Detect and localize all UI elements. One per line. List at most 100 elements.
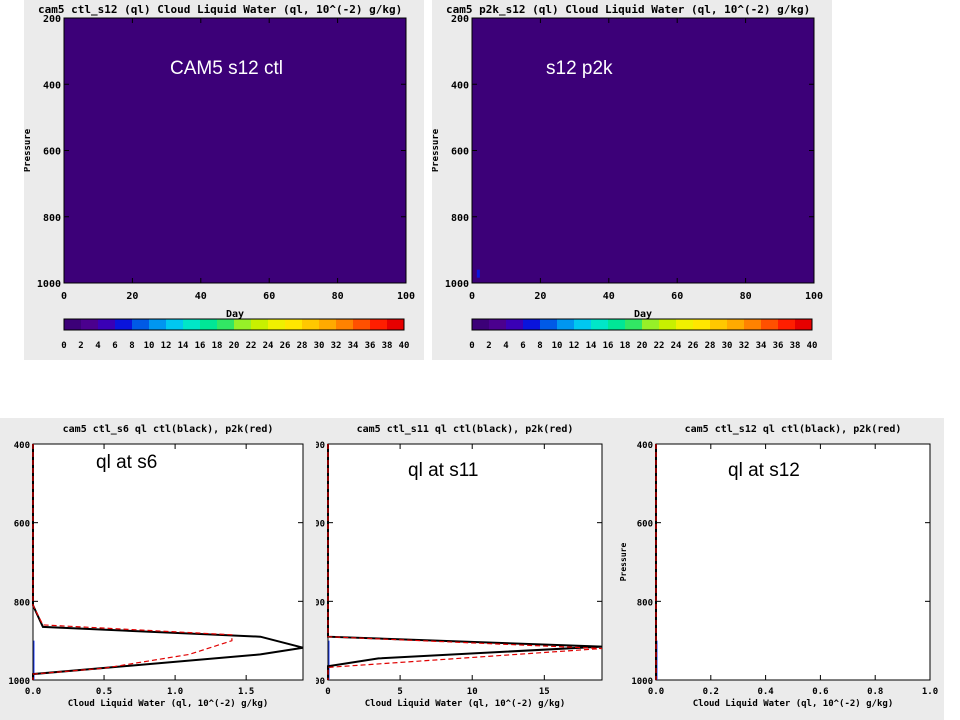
colorbar-swatch-4 — [132, 319, 150, 330]
profile-overlay-label-s11: ql at s11 — [408, 460, 479, 481]
y-axis-label: Pressure — [24, 128, 33, 172]
heatmap-title: cam5 ctl_s12 (ql) Cloud Liquid Water (ql… — [38, 3, 402, 16]
colorbar-swatch-1 — [81, 319, 99, 330]
colorbar-swatch-18 — [370, 319, 388, 330]
heatmap-field — [471, 17, 815, 284]
y-tick-label-1: 400 — [43, 80, 61, 91]
colorbar-swatch-14 — [710, 319, 728, 330]
colorbar-swatch-0 — [472, 319, 490, 330]
colorbar-tick-label-14: 28 — [705, 341, 716, 351]
y-tick-label-1: 400 — [451, 80, 469, 91]
colorbar-tick-label-5: 10 — [552, 341, 563, 351]
colorbar-tick-label-10: 20 — [637, 341, 648, 351]
colorbar-swatch-13 — [693, 319, 711, 330]
colorbar-swatch-15 — [319, 319, 337, 330]
colorbar-tick-label-1: 2 — [486, 341, 491, 351]
colorbar-swatch-3 — [115, 319, 133, 330]
x-tick-label-2: 10 — [467, 687, 478, 697]
colorbar-tick-label-5: 10 — [144, 341, 155, 351]
y-tick-label-0: 400 — [316, 441, 325, 451]
y-tick-label-2: 800 — [14, 598, 30, 608]
colorbar-swatch-10 — [642, 319, 660, 330]
colorbar-swatch-11 — [659, 319, 677, 330]
colorbar-tick-label-20: 40 — [399, 341, 410, 351]
heatmap-overlay-label-ctl: CAM5 s12 ctl — [170, 58, 283, 79]
profile-chart-s6: cam5 ctl_s6 ql ctl(black), p2k(red) 400 60… — [8, 424, 304, 709]
x-tick-label-1: 20 — [534, 291, 546, 302]
heatmap-chart-ctl: cam5 ctl_s12 (ql) Cloud Liquid Water (ql… — [24, 3, 415, 351]
colorbar-tick-label-9: 18 — [212, 341, 223, 351]
x-tick-label-2: 40 — [603, 291, 615, 302]
colorbar-tick-label-18: 36 — [773, 341, 784, 351]
colorbar-tick-label-16: 32 — [739, 341, 750, 351]
x-axis-label: Day — [226, 309, 244, 320]
y-tick-label-1: 600 — [637, 520, 653, 530]
colorbar-swatch-9 — [625, 319, 643, 330]
colorbar-swatch-10 — [234, 319, 252, 330]
colorbar-tick-label-0: 0 — [61, 341, 66, 351]
colorbar-tick-label-13: 26 — [280, 341, 291, 351]
colorbar-swatch-2 — [506, 319, 524, 330]
y-tick-label-0: 400 — [637, 441, 653, 451]
y-tick-label-4: 1000 — [445, 279, 469, 290]
colorbar-tick-label-8: 16 — [195, 341, 206, 351]
x-tick-label-1: 0.5 — [96, 687, 112, 697]
colorbar-swatch-14 — [302, 319, 320, 330]
profile-chart-s12: cam5 ctl_s12 ql ctl(black), p2k(red) 400 6… — [619, 424, 938, 709]
colorbar-frame — [63, 318, 405, 331]
colorbar-swatch-5 — [557, 319, 575, 330]
colorbar-tick-label-7: 14 — [586, 341, 597, 351]
colorbar-swatch-18 — [778, 319, 796, 330]
colorbar-tick-label-4: 8 — [129, 341, 134, 351]
x-tick-label-4: 80 — [332, 291, 344, 302]
x-tick-label-1: 0.2 — [703, 687, 719, 697]
colorbar-tick-label-16: 32 — [331, 341, 342, 351]
x-tick-label-1: 5 — [397, 687, 402, 697]
colorbar-swatch-4 — [540, 319, 558, 330]
y-tick-label-1: 600 — [14, 520, 30, 530]
x-tick-label-2: 40 — [195, 291, 207, 302]
y-tick-label-0: 200 — [451, 14, 469, 25]
y-axis-label: Pressure — [432, 128, 441, 172]
colorbar-swatch-0 — [64, 319, 82, 330]
colorbar-tick-label-6: 12 — [161, 341, 172, 351]
colorbar-tick-label-2: 4 — [95, 341, 101, 351]
y-tick-label-2: 600 — [451, 147, 469, 158]
colorbar-swatch-2 — [98, 319, 116, 330]
x-tick-label-1: 20 — [126, 291, 138, 302]
x-tick-label-4: 0.8 — [867, 687, 883, 697]
colorbar-tick-label-11: 22 — [654, 341, 665, 351]
colorbar-tick-label-3: 6 — [520, 341, 525, 351]
series-line-ctl — [32, 444, 304, 680]
colorbar-swatch-8 — [200, 319, 218, 330]
x-tick-label-3: 1.5 — [238, 687, 254, 697]
profile-panel-s12: cam5 ctl_s12 ql ctl(black), p2k(red) 400 6… — [616, 418, 944, 720]
y-tick-label-0: 400 — [14, 441, 30, 451]
colorbar-tick-label-17: 34 — [756, 341, 767, 351]
x-axis-label: Day — [634, 309, 652, 320]
x-tick-label-0: 0 — [325, 687, 330, 697]
profile-panel-s11: cam5 ctl_s11 ql ctl(black), p2k(red) 400 6… — [316, 418, 616, 720]
colorbar-tick-label-1: 2 — [78, 341, 83, 351]
series-line-p2k — [327, 444, 603, 680]
profile-title: cam5 ctl_s6 ql ctl(black), p2k(red) — [63, 424, 274, 435]
colorbar-swatch-16 — [336, 319, 354, 330]
x-tick-label-0: 0 — [469, 291, 475, 302]
colorbar-tick-label-7: 14 — [178, 341, 189, 351]
x-tick-label-3: 0.6 — [812, 687, 828, 697]
colorbar-tick-label-6: 12 — [569, 341, 580, 351]
y-tick-label-2: 600 — [43, 147, 61, 158]
colorbar-swatch-9 — [217, 319, 235, 330]
heatmap-panel-p2k: cam5 p2k_s12 (ql) Cloud Liquid Water (ql… — [432, 0, 832, 360]
colorbar-swatch-7 — [183, 319, 201, 330]
colorbar-swatch-11 — [251, 319, 269, 330]
y-tick-label-3: 1000 — [631, 677, 653, 687]
colorbar-swatch-19 — [387, 319, 405, 330]
colorbar-swatch-15 — [727, 319, 745, 330]
heatmap-chart-p2k: cam5 p2k_s12 (ql) Cloud Liquid Water (ql… — [432, 3, 823, 351]
x-axis-label: Cloud Liquid Water (ql, 10^(-2) g/kg) — [68, 698, 268, 709]
y-tick-label-3: 1000 — [8, 677, 30, 687]
colorbar-tick-label-3: 6 — [112, 341, 117, 351]
colorbar-tick-label-10: 20 — [229, 341, 240, 351]
colorbar-swatch-7 — [591, 319, 609, 330]
